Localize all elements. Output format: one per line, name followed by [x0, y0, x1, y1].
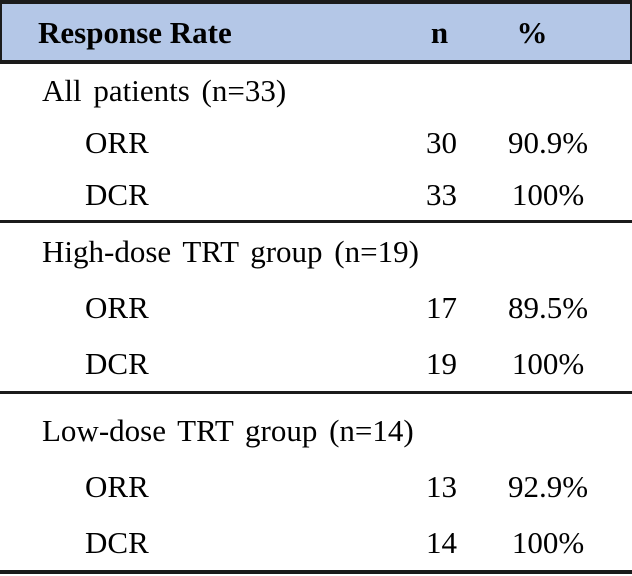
- table-row-dcr: DCR 33 100%: [0, 168, 632, 220]
- n-value: 13: [426, 468, 457, 504]
- n-value: 14: [426, 524, 457, 560]
- percent-value: 100%: [511, 176, 585, 212]
- table-row-orr: ORR 13 92.9%: [0, 458, 632, 514]
- measure-label: ORR: [85, 124, 149, 160]
- percent-value: 90.9%: [507, 124, 589, 160]
- group-label: Low-dose TRT group (n=14): [42, 412, 414, 448]
- measure-label: DCR: [85, 524, 149, 560]
- section-high-dose: High-dose TRT group (n=19) ORR 17 89.5% …: [0, 223, 632, 391]
- measure-label: ORR: [85, 468, 149, 504]
- table-bottom-rule: [0, 570, 632, 574]
- table-row-dcr: DCR 19 100%: [0, 335, 632, 391]
- measure-label: DCR: [85, 345, 149, 381]
- percent-value: 92.9%: [507, 468, 589, 504]
- group-label: All patients (n=33): [42, 72, 287, 108]
- section-divider: [0, 391, 632, 394]
- n-value: 33: [426, 176, 457, 212]
- n-value: 17: [426, 289, 457, 325]
- measure-label: DCR: [85, 176, 149, 212]
- table-row-orr: ORR 17 89.5%: [0, 279, 632, 335]
- table-header-row: Response Rate n %: [0, 0, 632, 64]
- percent-value: 100%: [511, 524, 585, 560]
- group-label: High-dose TRT group (n=19): [42, 233, 419, 269]
- percent-value: 100%: [511, 345, 585, 381]
- table-row-dcr: DCR 14 100%: [0, 514, 632, 570]
- group-label-row: High-dose TRT group (n=19): [0, 223, 632, 279]
- header-percent: %: [516, 14, 548, 50]
- section-divider: [0, 220, 632, 223]
- group-label-row: All patients (n=33): [0, 64, 632, 116]
- section-all-patients: All patients (n=33) ORR 30 90.9% DCR 33 …: [0, 64, 632, 220]
- measure-label: ORR: [85, 289, 149, 325]
- table-row-orr: ORR 30 90.9%: [0, 116, 632, 168]
- n-value: 19: [426, 345, 457, 381]
- header-n: n: [430, 14, 449, 50]
- group-label-row: Low-dose TRT group (n=14): [0, 402, 632, 458]
- header-response-rate: Response Rate: [38, 14, 232, 50]
- percent-value: 89.5%: [507, 289, 589, 325]
- n-value: 30: [426, 124, 457, 160]
- section-low-dose: Low-dose TRT group (n=14) ORR 13 92.9% D…: [0, 394, 632, 570]
